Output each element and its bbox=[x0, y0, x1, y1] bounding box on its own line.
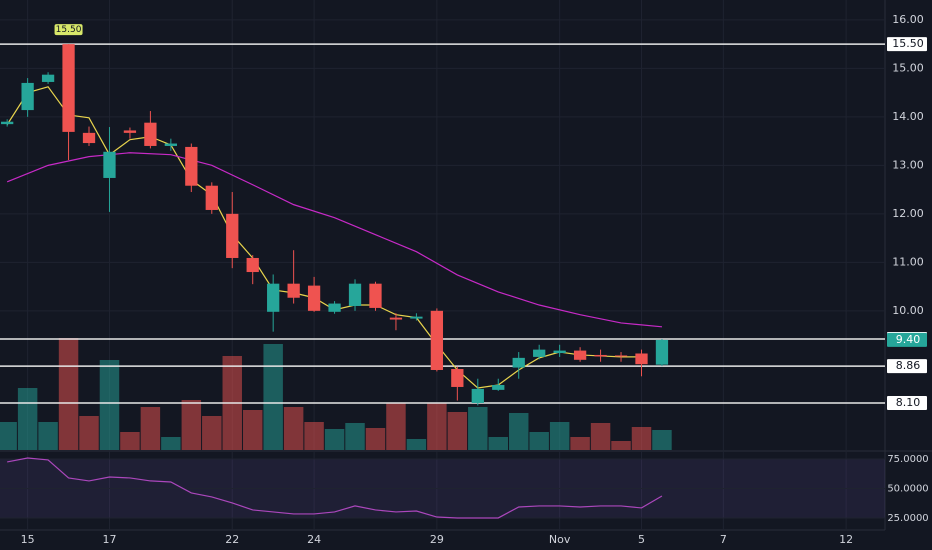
candle-body bbox=[430, 310, 444, 370]
candle-body bbox=[103, 151, 116, 178]
y-tick-label: 16.00 bbox=[892, 13, 924, 26]
candle-body bbox=[471, 388, 484, 403]
volume-bar bbox=[468, 407, 488, 450]
candle-body bbox=[451, 369, 464, 387]
price-level-badge bbox=[887, 359, 927, 374]
x-tick-label: 17 bbox=[102, 533, 116, 546]
volume-bar bbox=[406, 439, 427, 450]
candle-body bbox=[655, 339, 669, 365]
candle-body bbox=[185, 146, 198, 186]
price-level-badge bbox=[887, 37, 927, 52]
candle-body bbox=[62, 44, 75, 132]
volume-bar bbox=[181, 400, 202, 450]
volume-bar bbox=[570, 437, 590, 450]
candle-body bbox=[635, 353, 648, 365]
y-tick-label: 25.0000 bbox=[887, 513, 928, 524]
volume-bar bbox=[590, 423, 611, 450]
x-tick-label: 5 bbox=[638, 533, 645, 546]
volume-bar bbox=[242, 410, 263, 450]
volume-bar bbox=[611, 441, 631, 450]
volume-bar bbox=[652, 430, 672, 450]
y-tick-label: 13.00 bbox=[892, 158, 924, 171]
volume-bar bbox=[386, 403, 406, 450]
y-tick-label: 14.00 bbox=[892, 110, 924, 123]
volume-bar bbox=[508, 413, 529, 450]
volume-bar bbox=[58, 338, 79, 450]
candle-body bbox=[512, 357, 525, 368]
candle-body bbox=[614, 355, 628, 357]
price-level-label: 15.50 bbox=[892, 37, 924, 50]
last-price-badge bbox=[887, 332, 927, 347]
y-tick-label: 75.0000 bbox=[887, 454, 928, 465]
candle-body bbox=[389, 317, 403, 320]
x-tick-label: 24 bbox=[307, 533, 321, 546]
candle-body bbox=[573, 350, 587, 360]
volume-bar bbox=[427, 403, 447, 450]
candle-body bbox=[246, 257, 259, 273]
volume-bar bbox=[38, 422, 58, 450]
y-tick-label: 12.00 bbox=[892, 207, 924, 220]
candle-body bbox=[369, 283, 382, 308]
x-tick-label: 7 bbox=[720, 533, 727, 546]
candle-body bbox=[205, 185, 218, 210]
candle-body bbox=[348, 283, 362, 306]
x-tick-label: 29 bbox=[430, 533, 444, 546]
candle-body bbox=[328, 303, 341, 312]
volume-bar bbox=[488, 437, 508, 450]
volume-bar bbox=[529, 432, 549, 450]
candle-body bbox=[594, 354, 607, 357]
price-level-badge bbox=[887, 395, 927, 410]
x-tick-label: Nov bbox=[549, 533, 571, 546]
candle-body bbox=[410, 316, 423, 319]
candle-body bbox=[533, 349, 546, 357]
x-tick-label: 22 bbox=[225, 533, 239, 546]
volume-bar bbox=[447, 412, 468, 450]
volume-bar bbox=[345, 423, 365, 450]
x-tick-label: 12 bbox=[839, 533, 853, 546]
y-tick-label: 11.00 bbox=[892, 255, 924, 268]
volume-bar bbox=[161, 437, 181, 450]
candle-body bbox=[287, 283, 300, 298]
volume-bar bbox=[631, 427, 652, 450]
volume-bar bbox=[0, 422, 17, 450]
price-level-label: 8.10 bbox=[896, 396, 921, 409]
moving-average bbox=[6, 152, 663, 328]
candle-body bbox=[553, 350, 566, 354]
candle-body bbox=[144, 122, 157, 146]
high-label: 15.50 bbox=[56, 25, 82, 35]
price-level-label: 8.86 bbox=[896, 359, 921, 372]
candle-body bbox=[123, 130, 137, 133]
candle-body bbox=[1, 121, 14, 125]
candle-body bbox=[164, 143, 177, 146]
volume-bar bbox=[283, 407, 304, 450]
x-tick-label: 15 bbox=[21, 533, 35, 546]
candle-body bbox=[41, 74, 55, 82]
volume-bar bbox=[17, 388, 38, 450]
candle-body bbox=[82, 132, 96, 144]
volume-bar bbox=[99, 360, 120, 450]
volume-bar bbox=[202, 416, 222, 450]
volume-bar bbox=[263, 344, 283, 450]
volume-bar bbox=[120, 432, 140, 450]
volume-bar bbox=[365, 428, 386, 450]
y-tick-label: 15.00 bbox=[892, 61, 924, 74]
candle-body bbox=[226, 213, 239, 258]
volume-bar bbox=[549, 422, 570, 450]
y-tick-label: 10.00 bbox=[892, 304, 924, 317]
volume-bar bbox=[304, 422, 324, 450]
candle-body bbox=[21, 82, 34, 111]
volume-bar bbox=[324, 429, 345, 450]
candle-body bbox=[267, 283, 280, 312]
rsi-line bbox=[7, 457, 663, 519]
last-price-label: 9.40 bbox=[896, 333, 921, 346]
candle-body bbox=[307, 285, 321, 311]
candle-body bbox=[492, 385, 505, 390]
volume-bar bbox=[79, 416, 99, 450]
high-badge bbox=[54, 24, 83, 36]
volume-bar bbox=[140, 407, 161, 450]
y-tick-label: 50.0000 bbox=[887, 483, 928, 494]
